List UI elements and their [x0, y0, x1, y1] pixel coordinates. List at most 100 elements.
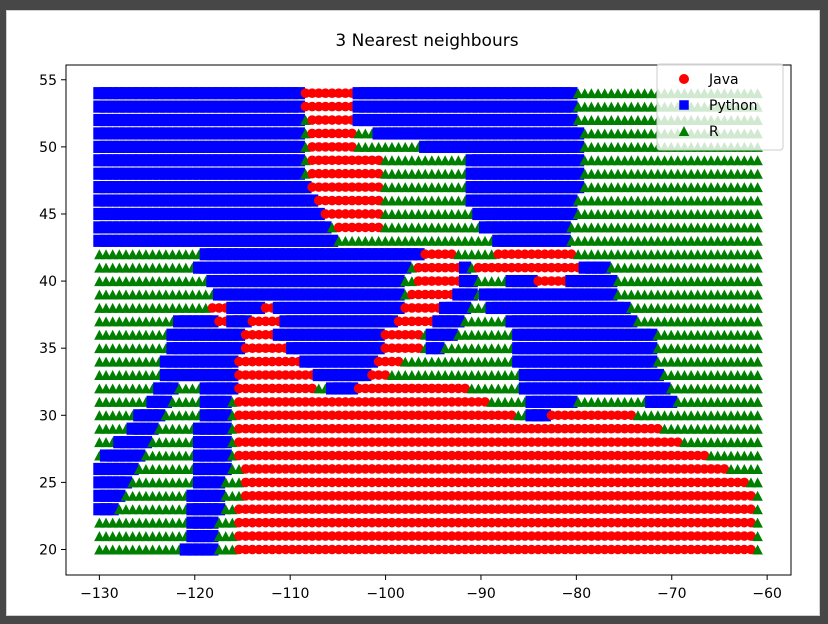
java-point: [307, 168, 317, 179]
r-point: [679, 437, 690, 448]
java-point: [433, 450, 444, 461]
java-point: [732, 477, 743, 488]
java-point: [400, 491, 411, 501]
java-point: [420, 504, 430, 515]
java-point: [247, 410, 258, 421]
r-point: [114, 423, 125, 434]
r-point: [380, 195, 391, 206]
r-point: [752, 276, 763, 287]
r-point: [173, 463, 185, 474]
java-point: [540, 517, 550, 528]
r-point: [599, 101, 610, 112]
r-point: [639, 208, 650, 219]
r-point: [665, 262, 677, 273]
java-point: [506, 249, 517, 260]
r-point: [413, 168, 424, 179]
r-point: [665, 410, 677, 421]
java-point: [433, 437, 444, 447]
java-point: [380, 370, 391, 380]
r-point: [153, 531, 165, 542]
r-point: [645, 276, 657, 287]
r-point: [353, 128, 364, 139]
r-point: [685, 235, 697, 246]
java-point: [500, 410, 510, 421]
java-point: [300, 370, 311, 380]
java-point: [340, 222, 351, 233]
java-point: [599, 504, 610, 515]
java-point: [420, 423, 430, 434]
java-point: [666, 464, 676, 474]
r-point: [439, 222, 451, 233]
java-point: [706, 504, 716, 515]
r-point: [645, 208, 657, 219]
r-point: [752, 289, 763, 300]
r-point: [732, 423, 743, 434]
java-point: [579, 517, 590, 528]
r-point: [313, 383, 325, 394]
java-point: [267, 531, 278, 541]
r-point: [586, 396, 597, 407]
r-point: [685, 222, 697, 233]
r-point: [619, 249, 630, 260]
r-point: [127, 490, 138, 501]
r-point: [114, 249, 125, 260]
java-point: [573, 437, 583, 447]
r-point: [732, 450, 743, 461]
r-point: [399, 276, 411, 287]
r-point: [672, 396, 684, 407]
java-point: [393, 464, 404, 474]
java-point: [573, 423, 583, 434]
r-point: [725, 370, 737, 381]
r-point: [120, 302, 132, 313]
r-point: [725, 450, 737, 461]
java-point: [347, 397, 357, 407]
java-point: [294, 517, 304, 528]
r-point: [393, 222, 404, 233]
r-point: [725, 155, 737, 166]
java-point: [294, 464, 304, 474]
r-point: [732, 343, 743, 354]
java-point: [240, 397, 251, 407]
java-point: [393, 477, 404, 488]
r-point: [167, 423, 178, 434]
java-point: [446, 491, 457, 501]
r-point: [719, 262, 730, 273]
java-point: [407, 464, 417, 474]
java-point: [493, 504, 504, 515]
r-point: [632, 128, 644, 139]
r-point: [639, 302, 650, 313]
r-point: [100, 396, 112, 407]
java-point: [313, 410, 324, 421]
r-point: [692, 222, 704, 233]
java-point: [387, 383, 397, 394]
r-point: [586, 168, 597, 179]
java-point: [427, 276, 437, 286]
r-point: [725, 437, 737, 448]
r-point: [659, 370, 670, 381]
r-point: [140, 329, 152, 340]
java-point: [340, 410, 351, 421]
java-point: [367, 517, 377, 528]
r-point: [732, 289, 743, 300]
r-point: [752, 477, 763, 488]
java-point: [373, 222, 384, 233]
r-point: [619, 88, 630, 99]
java-point: [679, 531, 690, 541]
r-point: [393, 235, 404, 246]
java-point: [566, 423, 577, 434]
r-point: [94, 396, 105, 407]
y-tick-label: 25: [39, 475, 57, 491]
java-point: [440, 464, 450, 474]
java-point: [446, 397, 457, 407]
r-point: [612, 101, 624, 112]
java-point: [613, 517, 623, 528]
r-point: [699, 329, 710, 340]
r-point: [699, 343, 710, 354]
java-point: [553, 517, 563, 528]
x-tick-label: −80: [562, 586, 592, 602]
r-point: [725, 208, 737, 219]
r-point: [406, 222, 418, 233]
r-point: [134, 396, 145, 407]
r-point: [659, 208, 670, 219]
